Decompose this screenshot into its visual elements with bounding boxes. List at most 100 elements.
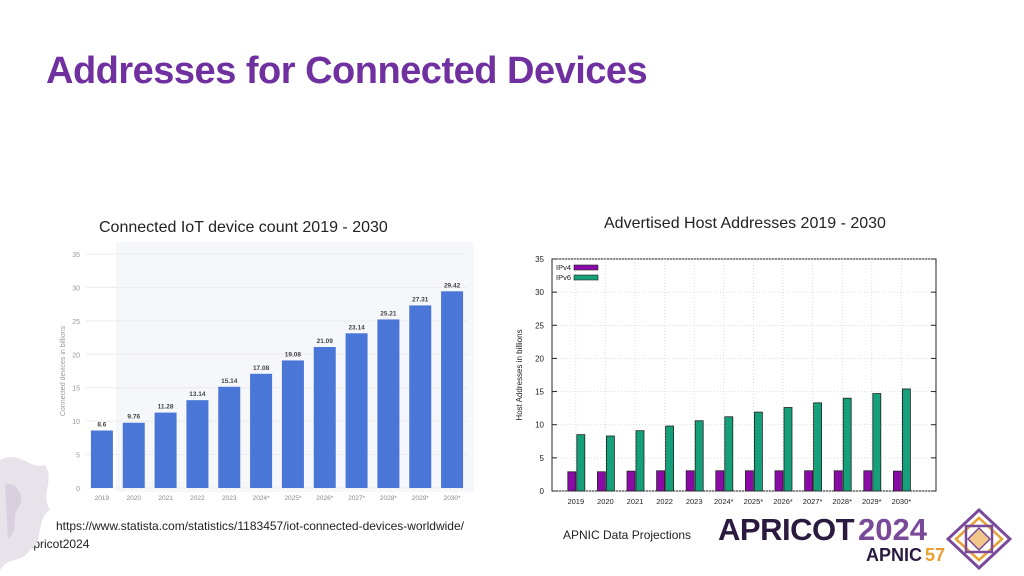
bar-value-label: 25.21 <box>380 310 397 317</box>
y-tick-label: 35 <box>535 255 544 264</box>
iot-bar <box>441 291 464 488</box>
bar-value-label: 15.14 <box>221 378 238 385</box>
x-tick-label: 2030* <box>444 495 461 502</box>
x-tick-label: 2021 <box>158 495 173 502</box>
x-tick-label: 2023 <box>222 495 237 502</box>
ipv4-bar <box>715 470 725 492</box>
bar-value-label: 8.6 <box>97 422 106 429</box>
source-url: https://www.statista.com/statistics/1183… <box>56 519 464 533</box>
x-tick-label: 2021 <box>627 497 644 506</box>
ipv6-bar <box>635 430 645 492</box>
left-chart-caption: Connected IoT device count 2019 - 2030 <box>99 219 388 236</box>
bar-value-label: 23.14 <box>348 324 365 331</box>
iot-bar <box>122 422 145 488</box>
y-tick-label: 5 <box>540 454 545 463</box>
ipv6-bar <box>753 411 763 492</box>
ipv4-bar <box>804 470 814 492</box>
slide-title: Addresses for Connected Devices <box>46 50 648 92</box>
y-tick-label: 0 <box>540 487 545 496</box>
bar-value-label: 13.14 <box>189 391 206 398</box>
x-tick-label: 2029* <box>412 495 429 502</box>
x-tick-label: 2029* <box>862 497 882 506</box>
projection-note: APNIC Data Projections <box>563 528 692 542</box>
iot-bar <box>281 360 304 488</box>
ipv6-bar <box>665 425 675 492</box>
x-tick-label: 2019 <box>567 497 584 506</box>
iot-device-chart: 0 5 10 15 20 25 30 35 Connected devices in billi… <box>60 242 474 502</box>
x-tick-label: 2024* <box>714 497 734 506</box>
x-tick-label: 2023 <box>686 497 703 506</box>
x-tick-label: 2019 <box>95 495 110 502</box>
iot-bar <box>250 373 273 488</box>
y-tick-label: 30 <box>72 285 80 292</box>
bar-value-label: 29.42 <box>444 282 461 289</box>
ipv4-bar <box>626 470 636 492</box>
y-axis-label: Connected devices in billions <box>60 325 67 416</box>
ipv4-bar <box>774 470 784 492</box>
bar-value-label: 9.76 <box>127 414 140 421</box>
x-tick-label: 2022 <box>656 497 673 506</box>
bar-value-label: 17.08 <box>253 365 270 372</box>
bar-value-label: 27.31 <box>412 296 429 303</box>
y-tick-label: 15 <box>535 388 544 397</box>
ipv6-bar <box>576 434 586 492</box>
bar-value-label: 21.09 <box>317 338 334 345</box>
x-tick-label: 2028* <box>380 495 397 502</box>
right-chart-caption: Advertised Host Addresses 2019 - 2030 <box>604 215 886 232</box>
x-tick-label: 2030* <box>892 497 912 506</box>
x-tick-label: 2025* <box>744 497 764 506</box>
brand-apricot-text: APRICOT <box>718 512 855 547</box>
legend-swatch <box>573 274 599 281</box>
brand-number-text: 57 <box>925 545 946 565</box>
y-tick-label: 20 <box>72 352 80 359</box>
ipv6-bar <box>813 402 823 492</box>
x-tick-label: 2028* <box>832 497 852 506</box>
ipv4-bar <box>892 470 902 492</box>
ipv4-bar <box>833 470 843 492</box>
x-tick-label: 2025* <box>284 495 301 502</box>
y-tick-label: 30 <box>535 288 544 297</box>
ipv6-bar <box>901 388 911 492</box>
y-tick-label: 25 <box>535 321 544 330</box>
ipv6-bar <box>872 393 882 492</box>
host-address-chart: 0 5 10 15 20 25 30 35 Host Addresses in billions… <box>515 255 937 506</box>
apricot-brand: APRICOT 2024 <box>718 512 927 548</box>
x-tick-label: 2024* <box>253 495 270 502</box>
bar-value-label: 19.08 <box>285 351 302 358</box>
brand-apnic-text: APNIC <box>866 545 923 565</box>
x-tick-label: 2027* <box>803 497 823 506</box>
ipv4-bar <box>744 470 754 492</box>
iot-bar <box>377 319 400 488</box>
apnic-brand: APNIC 57 <box>866 545 945 566</box>
plot-frame <box>551 258 937 492</box>
ipv4-bar <box>656 470 666 492</box>
x-tick-label: 2027* <box>348 495 365 502</box>
legend-label: IPv6 <box>556 273 571 282</box>
x-tick-label: 2022 <box>190 495 205 502</box>
y-tick-label: 15 <box>72 386 80 393</box>
bar-value-label: 11.28 <box>158 404 174 411</box>
ipv6-bar <box>606 435 615 492</box>
legend-label: IPv4 <box>556 263 571 272</box>
ipv6-bar <box>842 397 852 492</box>
iot-bar <box>154 412 177 488</box>
x-tick-label: 2026* <box>316 495 333 502</box>
ipv6-bar <box>694 420 704 492</box>
iot-bar <box>90 430 113 488</box>
ipv6-bar <box>783 407 793 492</box>
y-axis-label: Host Addresses in billions <box>515 329 524 420</box>
y-tick-label: 25 <box>72 319 80 326</box>
x-tick-label: 2020 <box>127 495 142 502</box>
iot-bar <box>409 305 432 488</box>
x-tick-label: 2020 <box>597 497 614 506</box>
ipv4-bar <box>567 471 577 492</box>
y-tick-label: 20 <box>535 354 544 363</box>
iot-bar <box>345 333 368 488</box>
x-tick-label: 2026* <box>773 497 793 506</box>
ipv4-bar <box>597 471 606 492</box>
apricot-logo-icon <box>946 508 1012 570</box>
iot-bar <box>218 386 241 488</box>
iot-bar <box>186 400 209 488</box>
legend-swatch <box>573 264 599 271</box>
y-tick-label: 0 <box>76 486 80 493</box>
